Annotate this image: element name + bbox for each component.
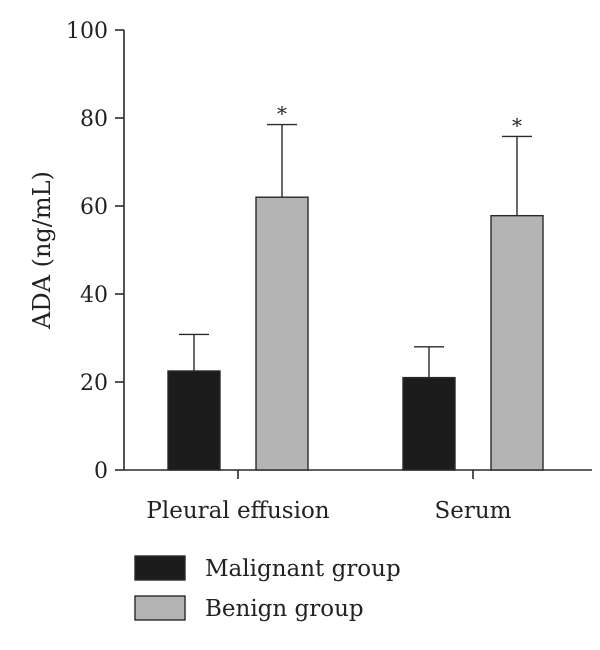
significance-asterisk: * [277, 102, 287, 126]
bar-malignant [402, 376, 456, 471]
bar-malignant [167, 370, 221, 471]
y-tick-label: 0 [94, 459, 108, 484]
y-tick-label: 80 [80, 107, 108, 132]
error-bars [179, 123, 532, 378]
legend-label-benign: Benign group [205, 596, 364, 622]
y-tick-label: 60 [80, 195, 108, 220]
category-labels: Pleural effusion Serum [146, 498, 511, 524]
legend-swatch-malignant [134, 555, 186, 581]
bar-benign [255, 196, 309, 471]
y-tick-label: 100 [66, 19, 108, 44]
significance-asterisk: * [512, 113, 522, 137]
category-label: Pleural effusion [146, 498, 329, 524]
category-label: Serum [435, 498, 512, 524]
y-tick-label: 40 [80, 283, 108, 308]
bar-benign [490, 214, 544, 471]
legend-swatch-benign [134, 595, 186, 621]
y-tick-label: 20 [80, 371, 108, 396]
y-axis-label: ADA (ng/mL) [28, 171, 56, 330]
significance-marks: * * [277, 102, 522, 138]
legend-label-malignant: Malignant group [205, 556, 401, 582]
legend: Malignant group Benign group [134, 555, 401, 622]
y-axis: 0 20 40 60 80 100 [66, 19, 125, 484]
x-axis [124, 469, 592, 479]
bars [167, 196, 544, 471]
